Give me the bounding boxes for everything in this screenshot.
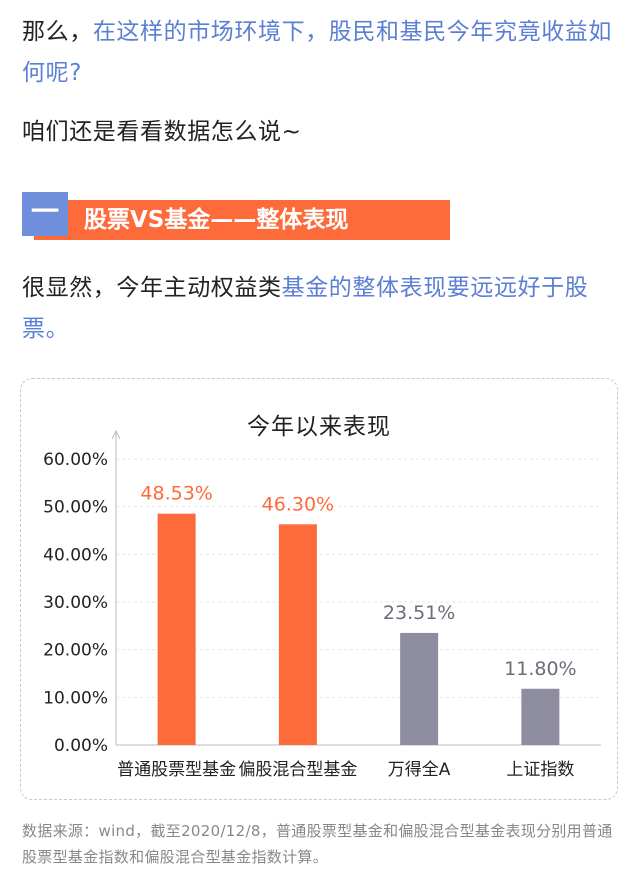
source-note: 数据来源：wind，截至2020/12/8，普通股票型基金和偏股混合型基金表现分… — [22, 822, 613, 866]
x-category-label: 普通股票型基金 — [117, 760, 236, 780]
x-category-label: 上证指数 — [506, 760, 574, 780]
section-number: 一 — [30, 195, 59, 228]
bar — [400, 632, 439, 745]
y-tick-label: 50.00% — [43, 498, 108, 518]
bar — [521, 688, 560, 745]
data-intro-line: 咱们还是看看数据怎么说~ — [22, 119, 302, 145]
y-tick-label: 10.00% — [43, 688, 108, 708]
section-number-square — [22, 192, 68, 236]
y-tick-label: 60.00% — [43, 450, 108, 470]
conclusion-highlight: 基金的整体表现要远远好于股票。 — [22, 275, 589, 342]
section-title: 股票VS基金——整体表现 — [84, 207, 349, 233]
y-tick-label: 20.00% — [43, 641, 108, 661]
y-axis-arrow — [111, 429, 121, 440]
chart-title: 今年以来表现 — [247, 414, 391, 440]
chart-card: 今年以来表现 0.00% 10.00% 20.00% 30.00% 40.00% 50.0… — [20, 378, 618, 800]
bar — [278, 524, 317, 745]
intro-lead: 那么， — [22, 19, 93, 45]
conclusion-paragraph: 很显然，今年主动权益类基金的整体表现要远远好于股票。 — [22, 268, 622, 350]
y-tick-label: 0.00% — [54, 736, 108, 756]
bar-value-label: 46.30% — [262, 493, 334, 515]
y-tick-label: 40.00% — [43, 545, 108, 565]
conclusion-lead: 很显然，今年主动权益类 — [22, 275, 282, 301]
bar-value-label: 23.51% — [383, 602, 455, 624]
x-category-label: 偏股混合型基金 — [238, 760, 357, 780]
x-category-label: 万得全A — [388, 760, 451, 780]
intro-paragraph: 那么，在这样的市场环境下，股民和基民今年究竟收益如何呢? — [22, 12, 622, 94]
bar-chart: 0.00% 10.00% 20.00% 30.00% 40.00% 50.00% 60.00… — [43, 429, 601, 780]
intro-highlight: 在这样的市场环境下，股民和基民今年究竟收益如何呢? — [22, 19, 613, 86]
section-title-bar — [34, 200, 450, 240]
bar — [157, 513, 196, 745]
bar-value-label: 11.80% — [504, 658, 576, 680]
section-header: 一 股票VS基金——整体表现 — [22, 192, 452, 248]
bar-value-label: 48.53% — [140, 483, 212, 505]
y-tick-label: 30.00% — [43, 593, 108, 613]
